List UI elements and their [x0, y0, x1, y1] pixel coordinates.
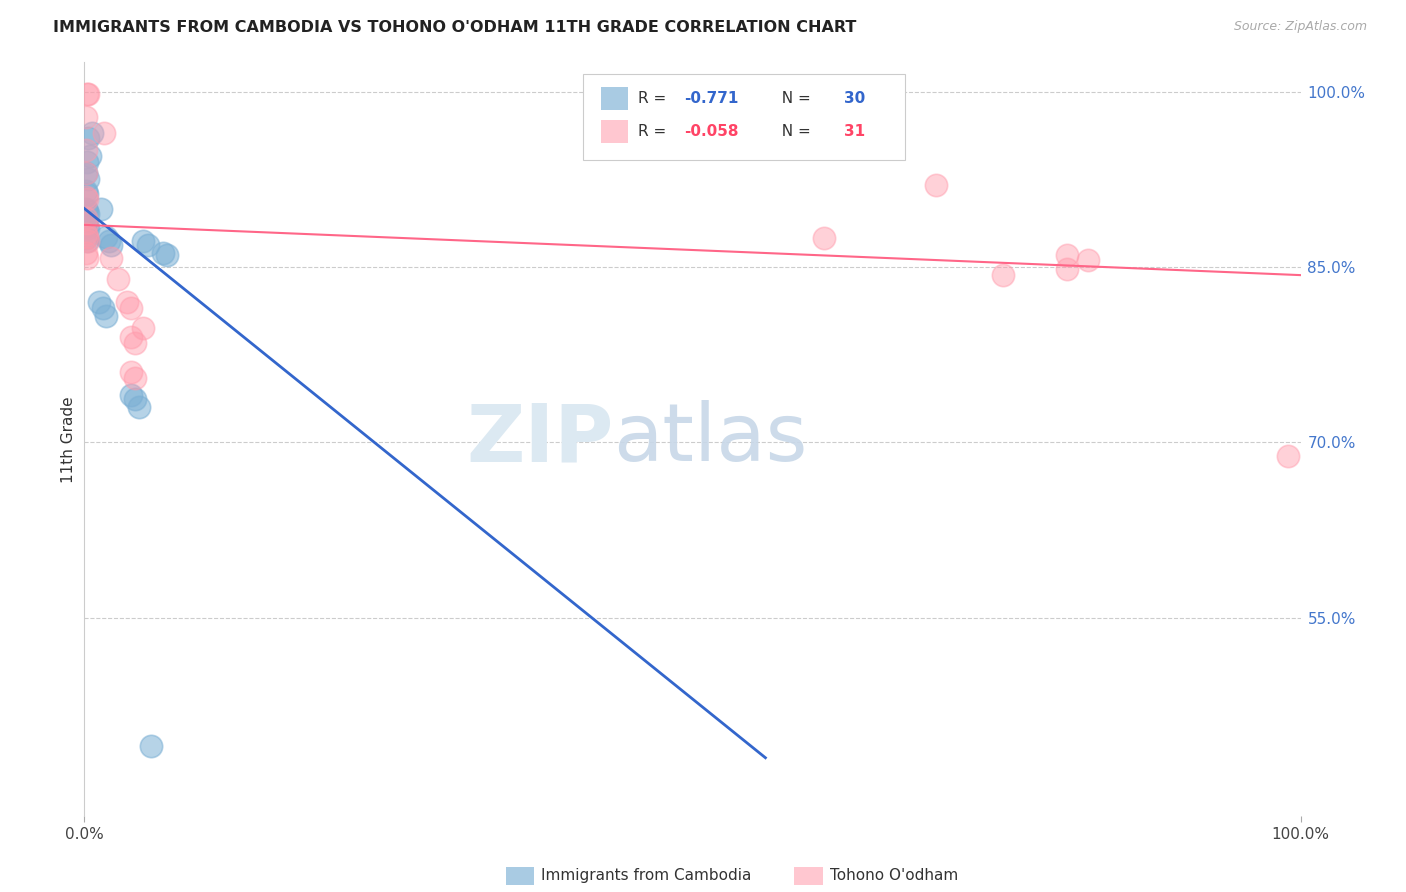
Point [75, 215, 97, 229]
Bar [602, 87, 628, 110]
Point [77, 207, 100, 221]
Point [96, 309, 118, 323]
Point [76, 215, 98, 229]
Point [76, 192, 98, 206]
Point [97, 234, 120, 248]
Point [1077, 252, 1099, 267]
Text: -0.771: -0.771 [683, 91, 738, 106]
Bar [602, 120, 628, 143]
Text: N =: N = [772, 124, 815, 139]
Point [76, 87, 98, 101]
Text: ZIP: ZIP [467, 401, 613, 478]
Text: Immigrants from Cambodia: Immigrants from Cambodia [541, 869, 752, 883]
Point [77, 131, 100, 145]
Point [1056, 248, 1078, 262]
Point [90, 202, 112, 216]
Point [76, 234, 98, 248]
Point [132, 234, 155, 248]
Point [115, 295, 138, 310]
Point [75, 211, 97, 225]
Point [75, 166, 97, 180]
Point [136, 237, 159, 252]
Text: R =: R = [638, 91, 671, 106]
Point [124, 335, 146, 350]
Text: IMMIGRANTS FROM CAMBODIA VS TOHONO O'ODHAM 11TH GRADE CORRELATION CHART: IMMIGRANTS FROM CAMBODIA VS TOHONO O'ODH… [53, 20, 856, 35]
Point [75, 166, 97, 180]
Point [152, 246, 174, 260]
Point [76, 154, 98, 169]
Point [1056, 262, 1078, 277]
Point [91, 301, 114, 315]
FancyBboxPatch shape [583, 74, 905, 161]
Point [1277, 449, 1299, 463]
Point [75, 246, 97, 260]
Point [120, 365, 142, 379]
Point [77, 234, 100, 248]
Point [76, 229, 98, 244]
Point [107, 271, 129, 285]
Y-axis label: 11th Grade: 11th Grade [60, 396, 76, 483]
Point [75, 231, 97, 245]
Point [75, 202, 97, 216]
Text: 31: 31 [845, 124, 866, 139]
Text: -0.058: -0.058 [683, 124, 738, 139]
Point [100, 237, 122, 252]
Point [93, 126, 115, 140]
Text: Source: ZipAtlas.com: Source: ZipAtlas.com [1233, 20, 1367, 33]
Point [76, 251, 98, 265]
Point [75, 111, 97, 125]
Point [128, 400, 150, 414]
Point [80, 126, 103, 140]
Point [75, 227, 97, 242]
Text: R =: R = [638, 124, 671, 139]
Point [120, 388, 142, 402]
Point [77, 172, 100, 186]
Point [813, 231, 835, 245]
Point [100, 251, 122, 265]
Text: atlas: atlas [613, 401, 808, 478]
Point [132, 320, 155, 334]
Point [141, 739, 163, 753]
Text: Tohono O'odham: Tohono O'odham [830, 869, 957, 883]
Point [76, 219, 98, 233]
Point [87, 295, 110, 310]
Text: 30: 30 [845, 91, 866, 106]
Point [925, 178, 948, 193]
Text: N =: N = [772, 91, 815, 106]
Point [76, 203, 98, 218]
Point [75, 190, 97, 204]
Point [991, 268, 1014, 282]
Point [120, 301, 142, 315]
Point [77, 87, 100, 101]
Point [76, 187, 98, 202]
Point [77, 221, 100, 235]
Point [75, 143, 97, 157]
Point [75, 184, 97, 198]
Point [156, 248, 179, 262]
Point [120, 330, 142, 344]
Point [96, 229, 118, 244]
Point [124, 371, 146, 385]
Point [79, 149, 101, 163]
Point [124, 392, 146, 406]
